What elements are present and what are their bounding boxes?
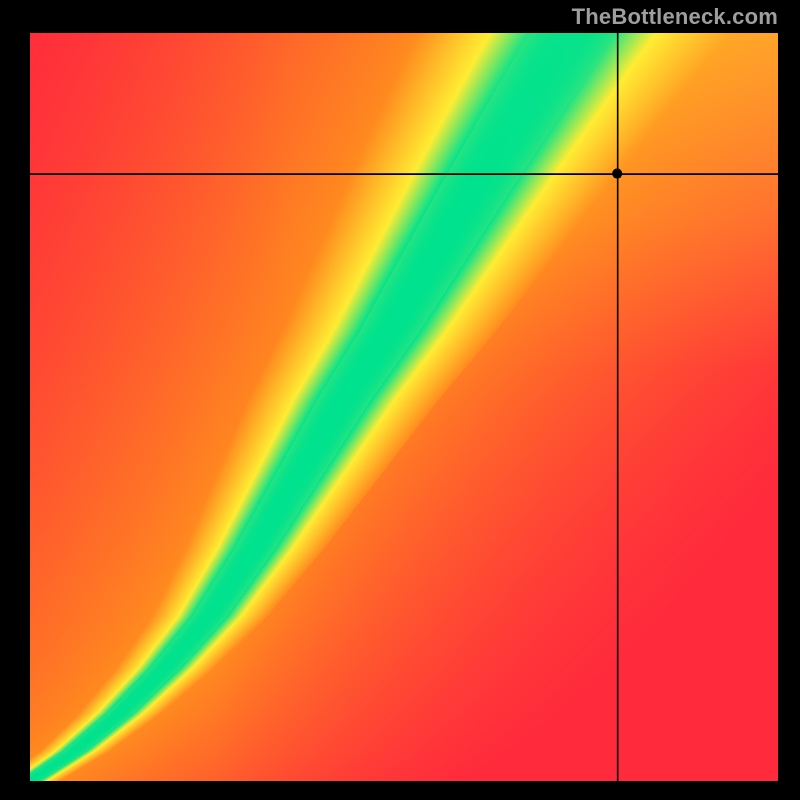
attribution-text: TheBottleneck.com (572, 4, 778, 30)
crosshair-overlay (30, 33, 778, 781)
heatmap-chart (30, 33, 778, 781)
